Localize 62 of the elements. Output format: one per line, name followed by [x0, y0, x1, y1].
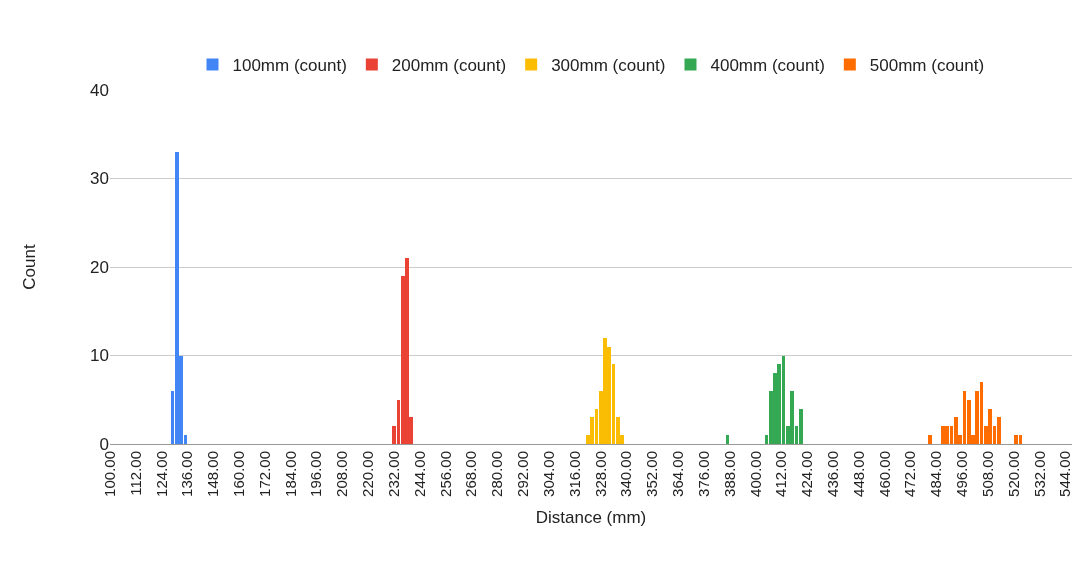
x-tick-label: 352.00	[643, 451, 661, 497]
x-tick-label: 448.00	[849, 451, 867, 497]
x-tick-label: 184.00	[281, 451, 299, 497]
x-tick-label: 388.00	[720, 451, 738, 497]
bar	[175, 152, 179, 444]
bar	[945, 426, 949, 444]
x-tick-label: 220.00	[359, 451, 377, 497]
x-tick-label: 424.00	[798, 451, 816, 497]
bar	[603, 338, 607, 444]
x-tick-label: 472.00	[901, 451, 919, 497]
x-tick-label: 400.00	[746, 451, 764, 497]
x-tick-label: 244.00	[410, 451, 428, 497]
bar	[405, 258, 409, 444]
bar	[790, 391, 794, 444]
x-tick-label: 148.00	[204, 451, 222, 497]
x-tick-label: 376.00	[694, 451, 712, 497]
legend-label: 500mm (count)	[869, 56, 985, 76]
x-tick-label: 508.00	[978, 451, 996, 497]
x-tick-label: 412.00	[772, 451, 790, 497]
x-tick-label: 196.00	[307, 451, 325, 497]
bar	[799, 409, 803, 444]
x-tick-label: 316.00	[565, 451, 583, 497]
y-tick-label: 40	[90, 80, 109, 100]
y-tick-label: 30	[90, 169, 109, 189]
legend-label: 200mm (count)	[391, 56, 507, 76]
bar	[928, 435, 932, 444]
bar	[941, 426, 945, 444]
x-tick-label: 496.00	[953, 451, 971, 497]
x-tick-label: 544.00	[1056, 451, 1074, 497]
y-axis-title: Count	[19, 244, 39, 290]
x-tick-label: 232.00	[384, 451, 402, 497]
x-tick-label: 280.00	[488, 451, 506, 497]
x-tick-label: 484.00	[927, 451, 945, 497]
x-tick-label: 124.00	[152, 451, 170, 497]
legend-label: 100mm (count)	[232, 56, 347, 76]
bar	[997, 417, 1001, 444]
x-tick-label: 292.00	[514, 451, 532, 497]
x-tick-label: 340.00	[617, 451, 635, 497]
x-tick-label: 520.00	[1004, 451, 1022, 497]
bar	[954, 417, 958, 444]
x-tick-label: 532.00	[1030, 451, 1048, 497]
x-tick-label: 136.00	[178, 451, 196, 497]
x-tick-label: 436.00	[823, 451, 841, 497]
x-tick-label: 256.00	[436, 451, 454, 497]
x-tick-label: 328.00	[591, 451, 609, 497]
x-tick-label: 304.00	[539, 451, 557, 497]
y-tick-label: 20	[90, 257, 109, 277]
x-tick-label: 364.00	[669, 451, 687, 497]
x-tick-label: 268.00	[462, 451, 480, 497]
legend-label: 400mm (count)	[710, 56, 825, 76]
x-tick-label: 460.00	[875, 451, 893, 497]
x-tick-label: 208.00	[333, 451, 351, 497]
x-axis-title: Distance (mm)	[535, 508, 647, 528]
x-tick-label: 172.00	[255, 451, 273, 497]
x-tick-label: 160.00	[230, 451, 248, 497]
x-tick-label: 100.00	[100, 451, 118, 497]
y-tick-label: 10	[90, 346, 109, 366]
bar	[726, 435, 729, 444]
x-tick-label: 112.00	[126, 451, 144, 496]
bar	[1014, 435, 1018, 444]
bar	[988, 409, 992, 444]
legend-label: 300mm (count)	[551, 56, 666, 76]
